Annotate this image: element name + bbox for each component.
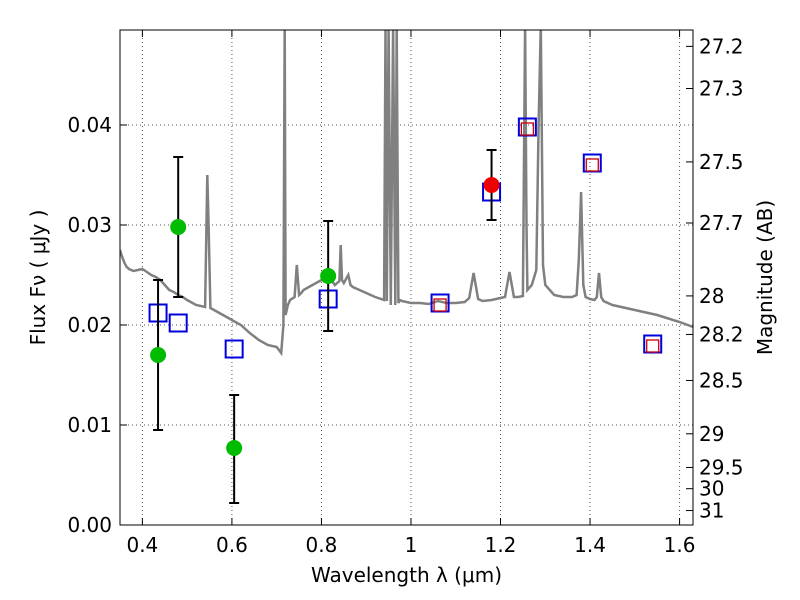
- y-axis-label: Flux Fν ( μJy ): [26, 210, 50, 346]
- mag-tick-label: 28.5: [699, 368, 744, 392]
- green-point-marker: [226, 440, 243, 456]
- x-tick-label: 0.6: [216, 533, 248, 557]
- y-tick-label: 0.04: [67, 113, 112, 137]
- red-point-marker: [483, 177, 500, 193]
- mag-tick-label: 27.7: [699, 211, 744, 235]
- mag-tick-label: 31: [699, 499, 724, 523]
- mag-tick-label: 29: [699, 422, 724, 446]
- y-tick-label: 0.00: [67, 513, 112, 537]
- plot-frame: [119, 29, 694, 526]
- x-tick-label: 1.6: [664, 533, 696, 557]
- y2-axis-label: Magnitude (AB): [753, 200, 777, 355]
- green-point-marker: [320, 268, 337, 284]
- y-tick-label: 0.02: [67, 313, 112, 337]
- green-point-marker: [170, 219, 187, 235]
- y-tick-label: 0.03: [67, 213, 112, 237]
- y-tick-label: 0.01: [67, 413, 112, 437]
- x-tick-label: 0.8: [306, 533, 338, 557]
- markers-layer: [148, 117, 663, 504]
- mag-tick-label: 30: [699, 477, 724, 501]
- model-spectrum-line: [120, 30, 693, 357]
- mag-tick-label: 28.2: [699, 322, 744, 346]
- blue-square-marker: [168, 313, 188, 333]
- x-tick-label: 0.4: [126, 533, 158, 557]
- mag-tick-label: 27.2: [699, 34, 744, 58]
- green-point-marker: [150, 347, 167, 363]
- ticks-layer: 0.4 0.6 0.8 1 1.2 1.4 1.6 0.00 0.01 0.02 0.03 0.04 2…: [67, 30, 744, 557]
- x-tick-label: 1: [405, 533, 418, 557]
- x-axis-label: Wavelength λ (μm): [311, 563, 502, 587]
- mag-tick-label: 27.3: [699, 76, 744, 100]
- red-square-marker: [433, 298, 447, 312]
- mag-tick-label: 28: [699, 284, 724, 308]
- red-square-marker: [520, 122, 535, 136]
- red-square-marker: [585, 158, 599, 172]
- mag-tick-label: 29.5: [699, 455, 744, 479]
- red-square-marker: [646, 339, 660, 353]
- x-tick-label: 1.2: [485, 533, 517, 557]
- x-tick-label: 1.4: [574, 533, 606, 557]
- mag-tick-label: 27.5: [699, 150, 744, 174]
- model-spectrum-layer: [120, 30, 693, 357]
- blue-square-marker: [224, 339, 244, 359]
